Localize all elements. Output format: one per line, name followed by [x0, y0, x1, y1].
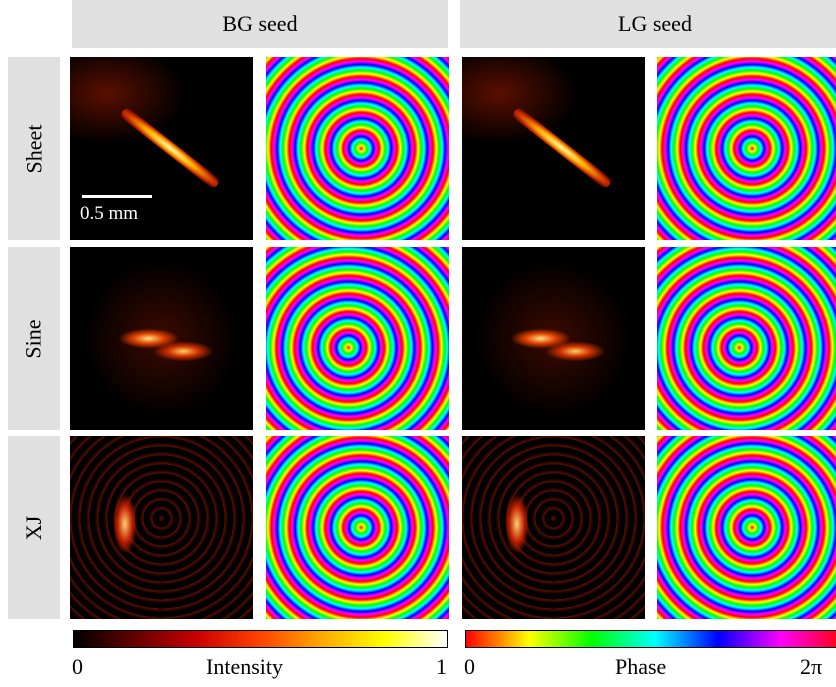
row-label: XJ	[8, 436, 60, 619]
row-label-text: Sine	[21, 319, 47, 358]
phase-image	[657, 436, 836, 619]
scale-bar-label: 0.5 mm	[80, 203, 138, 225]
phase-image	[266, 57, 449, 240]
intensity-image	[462, 247, 645, 430]
colorbar-max: 1	[436, 654, 447, 680]
beam	[119, 106, 221, 189]
row-label-text: XJ	[21, 515, 47, 539]
phase-image	[266, 436, 449, 619]
colorbar-min: 0	[464, 654, 475, 680]
intensity-image	[70, 247, 253, 430]
colorbar	[465, 630, 836, 648]
colorbar-label: Intensity	[206, 654, 283, 680]
colorbar-max: 2π	[800, 654, 822, 680]
row-label: Sine	[8, 247, 60, 430]
column-header: BG seed	[72, 0, 448, 48]
intensity-image	[462, 57, 645, 240]
colorbar-min: 0	[72, 654, 83, 680]
scale-bar	[82, 195, 152, 198]
beam	[511, 106, 613, 189]
figure: BG seed LG seed Sheet Sine XJ 0.5 mm 0 I…	[0, 0, 836, 687]
phase-image	[266, 247, 449, 430]
colorbar-label: Phase	[615, 654, 666, 680]
colorbar	[73, 630, 448, 648]
intensity-image	[462, 436, 645, 619]
phase-image	[657, 57, 836, 240]
row-label-text: Sheet	[21, 124, 47, 173]
column-header: LG seed	[460, 0, 836, 48]
intensity-image	[70, 436, 253, 619]
row-label: Sheet	[8, 57, 60, 240]
phase-image	[657, 247, 836, 430]
